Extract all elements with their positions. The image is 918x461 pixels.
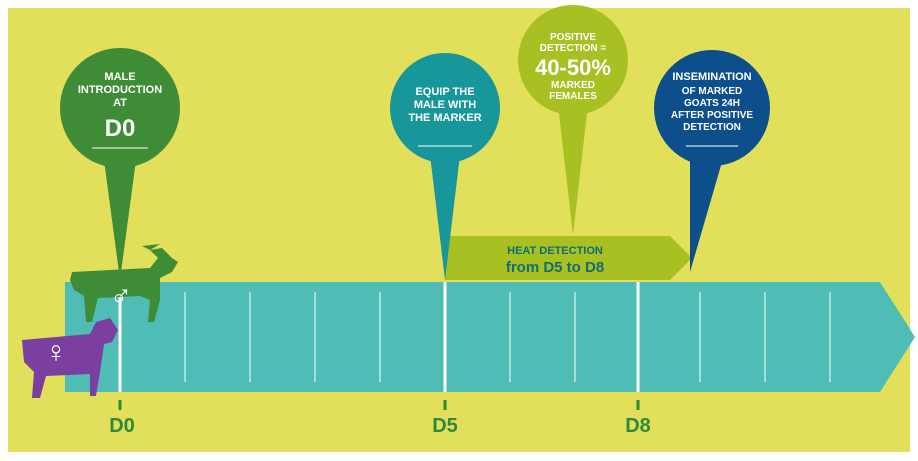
pin (518, 5, 628, 115)
pin-text: MALE WITH (414, 99, 476, 111)
male-symbol: ♂ (110, 279, 133, 312)
pin-big: D0 (105, 115, 136, 142)
pin-text: POSITIVE (550, 32, 596, 43)
pin (390, 53, 500, 163)
pin-text: MARKED (551, 80, 595, 91)
female-goat (22, 318, 118, 398)
day-label: D0 (109, 415, 135, 437)
heat-title: HEAT DETECTION (507, 245, 603, 257)
pin-text: INSEMINATION (672, 71, 751, 83)
pin (654, 50, 770, 166)
heat-range: from D5 to D8 (506, 259, 604, 276)
pin-text: EQUIP THE (415, 86, 474, 98)
pin-text: AFTER POSITIVE (671, 110, 754, 121)
day-label: D8 (625, 415, 651, 437)
pin-text: MALE (104, 71, 135, 83)
day-ticks (118, 400, 640, 410)
day-label: D5 (432, 415, 458, 437)
pin-text: FEMALES (549, 91, 597, 102)
pin-text: THE MARKER (408, 112, 481, 124)
pin-text: GOATS 24H (684, 98, 740, 109)
pin-tail (558, 105, 588, 235)
pin-text: AT (113, 97, 127, 109)
key-day-lines (118, 282, 640, 392)
heat-arrow (445, 236, 692, 280)
pin-text: DETECTION (683, 122, 741, 133)
pin-big: 40-50% (535, 55, 611, 80)
pin-text: OF MARKED (682, 86, 743, 97)
pin-tail (430, 155, 460, 280)
male-goat (70, 244, 178, 322)
pin-tail (104, 160, 136, 280)
pin-text: INTRODUCTION (78, 84, 162, 96)
timeline-band (65, 282, 915, 392)
female-symbol: ♀ (45, 336, 68, 369)
pin (60, 48, 180, 168)
pin-text: DETECTION = (540, 43, 607, 54)
day-lines (184, 292, 831, 382)
pin-tail (690, 160, 722, 272)
